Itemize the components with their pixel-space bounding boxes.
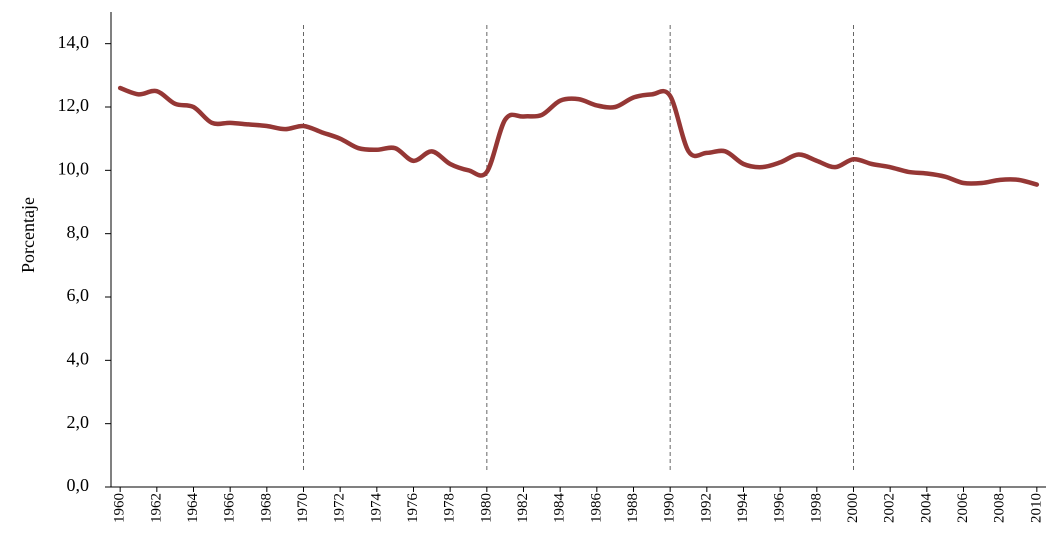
data-line [117,85,1040,187]
x-tick-label: 1982 [515,493,531,523]
x-tick-label: 2000 [845,493,861,523]
y-axis-label: Porcentaje [18,197,38,273]
y-tick-label: 8,0 [67,222,90,242]
x-tick-label: 1966 [222,493,238,524]
x-tick-label: 1998 [808,493,824,523]
x-tick-label: 1986 [588,493,604,524]
x-tick-label: 2002 [882,493,898,523]
x-tick-label: 1972 [332,493,348,523]
x-tick-label: 1980 [478,493,494,523]
x-tick-label: 2004 [918,493,934,524]
x-tick-label: 1988 [625,493,641,523]
x-tick-label: 1994 [735,493,751,524]
x-tick-label: 1984 [552,493,568,524]
y-tick-label: 6,0 [67,285,90,305]
x-tick-label: 2010 [1028,493,1044,523]
x-tick-label: 1960 [112,493,128,523]
y-tick-label: 4,0 [67,348,90,368]
y-tick-label: 14,0 [58,32,90,52]
x-tick-label: 2008 [992,493,1008,523]
y-tick-label: 10,0 [58,158,90,178]
x-tick-label: 1996 [772,493,788,524]
y-tick-label: 0,0 [67,475,90,495]
x-tick-label: 2006 [955,493,971,524]
y-tick-label: 2,0 [67,412,90,432]
x-tick-label: 1978 [442,493,458,523]
x-tick-label: 1962 [148,493,164,523]
x-tick-label: 1990 [662,493,678,523]
x-tick-label: 1976 [405,493,421,524]
x-tick-label: 1992 [698,493,714,523]
x-tick-label: 1974 [368,493,384,524]
x-tick-label: 1964 [185,493,201,524]
x-tick-label: 1970 [295,493,311,523]
x-tick-label: 1968 [258,493,274,523]
y-tick-label: 12,0 [58,95,90,115]
